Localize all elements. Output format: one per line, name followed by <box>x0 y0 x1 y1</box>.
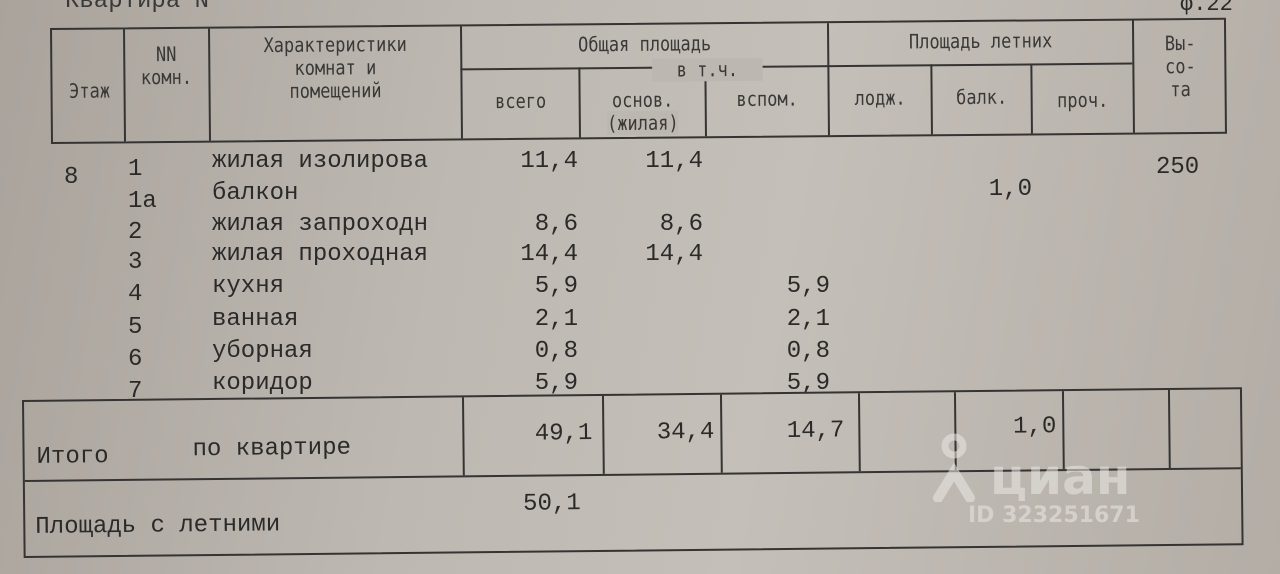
cell-balcony: 1,0 <box>988 176 1032 203</box>
cell-name: коридор <box>212 370 313 397</box>
location-pin-icon <box>933 433 975 502</box>
cell-num: 1а <box>128 188 157 215</box>
floor-value: 8 <box>64 164 79 191</box>
cell-num: 3 <box>128 249 143 276</box>
cell-name: кухня <box>212 273 285 300</box>
cell-num: 2 <box>128 219 143 246</box>
apartment-title: Квартира N <box>65 0 210 15</box>
cell-total: 2,1 <box>534 306 578 333</box>
cell-name: жилая запроходн <box>212 211 429 238</box>
cell-total: 11,4 <box>520 148 578 175</box>
watermark-brand: циан <box>990 448 1131 506</box>
cell-main: 14,4 <box>645 241 703 268</box>
header-characteristics: Характеристики комнат и помещений <box>263 31 407 103</box>
cell-total: 8,6 <box>534 211 578 238</box>
cell-name: балкон <box>212 180 299 207</box>
header-total-area: Общая площадь <box>578 31 712 57</box>
totals-label-2: по квартире <box>192 434 352 464</box>
form-number: ф.22 <box>1180 0 1233 17</box>
cell-name: жилая проходная <box>212 241 429 268</box>
header-floor: Этаж <box>68 78 111 103</box>
header-main: основ. (жилая) <box>606 87 679 136</box>
cell-num: 1 <box>128 156 143 183</box>
cell-name: уборная <box>212 338 313 365</box>
cell-aux: 5,9 <box>786 273 830 300</box>
cell-num: 4 <box>128 281 143 308</box>
watermark-id: ID 323251671 <box>968 503 1140 528</box>
totals-label: Итого <box>36 443 109 471</box>
cell-aux: 0,8 <box>786 338 830 365</box>
cell-name: ванная <box>212 306 299 333</box>
cell-main: 11,4 <box>645 148 703 175</box>
header-loggia: лодж. <box>854 85 906 110</box>
height-value: 250 <box>1156 154 1200 181</box>
cell-main: 8,6 <box>659 211 703 238</box>
header-incl: в т.ч. <box>652 57 763 82</box>
header-height: Вы-со-та <box>1164 31 1196 102</box>
with-summer-value: 50,1 <box>522 490 581 518</box>
with-summer-label: Площадь с летними <box>35 511 281 541</box>
cell-aux: 5,9 <box>786 370 830 397</box>
cell-total: 5,9 <box>534 370 578 397</box>
cell-aux: 2,1 <box>786 306 830 333</box>
cell-num: 5 <box>128 314 143 341</box>
totals-main: 34,4 <box>656 418 715 447</box>
header-room-num: NN комн. <box>140 41 193 90</box>
cell-total: 5,9 <box>534 273 578 300</box>
header-other: проч. <box>1056 87 1109 113</box>
header-balcony: балк. <box>955 84 1008 110</box>
cell-num: 6 <box>128 346 143 373</box>
cell-name: жилая изолирова <box>212 148 429 175</box>
header-all: всего <box>494 88 547 114</box>
header-aux: вспом. <box>736 86 798 112</box>
cell-total: 0,8 <box>534 338 578 365</box>
cell-num: 7 <box>128 378 143 405</box>
header-summer-area: Площадь летних <box>908 28 1053 54</box>
totals-aux: 14,7 <box>786 417 845 445</box>
totals-total: 49,1 <box>534 420 593 448</box>
cell-total: 14,4 <box>520 241 578 268</box>
header-table: Этаж NN комн. Характеристики комнат и помещ… <box>50 17 1227 144</box>
